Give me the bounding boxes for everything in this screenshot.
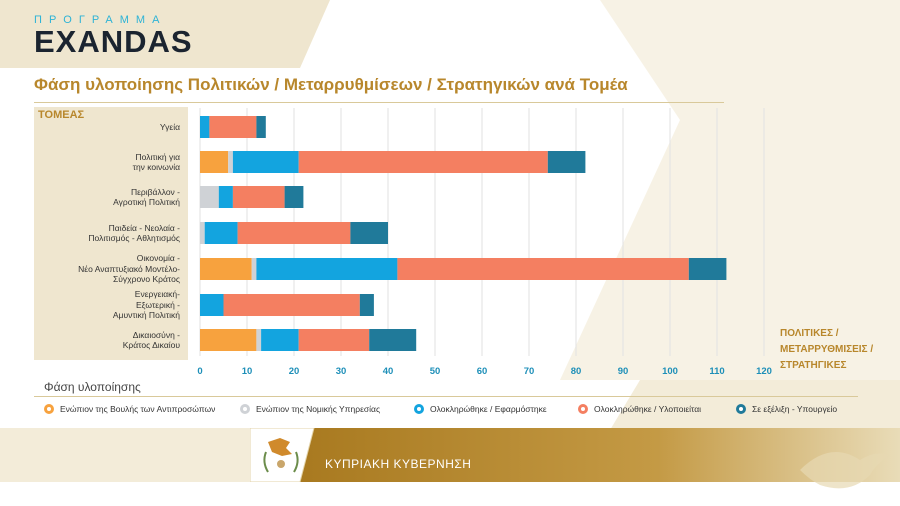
legend-item: Σε εξέλιξη - Υπουργείο (736, 404, 837, 414)
category-label-line: Περιβάλλον - (131, 186, 180, 197)
legend-swatch-icon (44, 404, 54, 414)
bar-segment (200, 151, 229, 173)
logo-wordmark: EXANDAS (34, 24, 193, 59)
bar-segment (200, 258, 252, 280)
bar-segment (251, 258, 257, 280)
legend-item: Ενώπιον της Νομικής Υπηρεσίας (240, 404, 380, 414)
category-label: Υγεία (30, 122, 180, 133)
category-label: Πολιτική για την κοινωνία (30, 152, 180, 173)
legend-label: Ενώπιον της Νομικής Υπηρεσίας (256, 404, 381, 414)
x-tick-label: 0 (197, 366, 202, 377)
category-label-line: Δικαιοσύνη - (132, 329, 180, 340)
legend-item: Ολοκληρώθηκε / Εφαρμόστηκε (414, 404, 547, 414)
bar-segment (350, 222, 388, 244)
legend-swatch-icon (736, 404, 746, 414)
category-label-line: Πολιτισμός - Αθλητισμός (88, 233, 180, 243)
bar-segment (261, 329, 299, 351)
logo-tagline: ΠΡΟΓΡΑΜΜΑ (34, 14, 167, 26)
category-label-line: Αμυντική Πολιτική (112, 310, 180, 321)
x-tick-label: 100 (662, 366, 678, 377)
bar-segment (256, 116, 266, 138)
x-tick-label: 60 (477, 366, 488, 377)
x-tick-label: 40 (383, 366, 394, 377)
bar-segment (256, 329, 262, 351)
bar-segment (256, 258, 398, 280)
category-label-line: Εξωτερική - (135, 299, 180, 310)
bar-segment (397, 258, 689, 280)
bar-segment (200, 294, 224, 316)
cyprus-emblem-icon (263, 438, 299, 473)
bar-segment (237, 222, 351, 244)
bar-segment (200, 329, 257, 351)
x-tick-label: 90 (618, 366, 629, 377)
dove-watermark-icon (800, 452, 890, 489)
x-tick-label: 30 (336, 366, 347, 377)
unit-label-line: ΣΤΡΑΤΗΓΙΚΕΣ (780, 360, 847, 371)
category-label-line: Οικονομία - (136, 253, 180, 264)
bar-segment (298, 151, 548, 173)
bar-segment (547, 151, 586, 173)
category-label-line: Σύγχρονο Κράτος (113, 274, 180, 285)
bar-segment (228, 151, 233, 173)
category-label-line: Ενεργειακή- (134, 289, 180, 300)
category-label-line: Παιδεία - Νεολαία - (108, 222, 180, 233)
x-tick-label: 70 (524, 366, 535, 377)
x-tick-label: 120 (756, 366, 772, 377)
x-tick-label: 110 (709, 366, 724, 377)
bar-segment (204, 222, 238, 244)
category-label: Οικονομία - Νέο Αναπτυξιακό Μοντέλο- Σύγχρ… (30, 253, 180, 285)
title-divider (34, 102, 724, 103)
bar-chart: 0 10 20 30 40 50 60 70 80 90 100 110 120 (197, 108, 772, 377)
x-tick-label: 50 (430, 366, 441, 377)
sectors-heading: ΤΟΜΕΑΣ (38, 109, 85, 121)
legend-label: Σε εξέλιξη - Υπουργείο (752, 404, 838, 414)
legend-item: Ολοκληρώθηκε / Υλοποιείται (578, 404, 701, 414)
exandas-logo: ΠΡΟΓΡΑΜΜΑ EXANDAS (34, 14, 193, 60)
legend-label: Ενώπιον της Βουλής των Αντιπροσώπων (60, 404, 216, 414)
bar-segment (200, 222, 205, 244)
category-label: Περιβάλλον - Αγροτική Πολιτική (30, 187, 180, 208)
legend-swatch-icon (240, 404, 250, 414)
bar-segment (232, 151, 299, 173)
unit-label-line: ΠΟΛΙΤΙΚΕΣ / (780, 328, 839, 339)
legend-divider (34, 396, 858, 397)
x-tick-label: 80 (571, 366, 582, 377)
legend-label: Ολοκληρώθηκε / Υλοποιείται (594, 404, 702, 414)
bar-segment (688, 258, 727, 280)
value-axis-label: ΠΟΛΙΤΙΚΕΣ / ΜΕΤΑΡΡΥΘΜΙΣΕΙΣ / ΣΤΡΑΤΗΓΙΚΕΣ (780, 326, 890, 374)
bar-segment (218, 186, 233, 208)
government-label: ΚΥΠΡΙΑΚΗ ΚΥΒΕΡΝΗΣΗ (325, 457, 472, 471)
bar-segment (200, 186, 219, 208)
bar-segment (284, 186, 304, 208)
category-label-line: Νέο Αναπτυξιακό Μοντέλο- (78, 263, 180, 274)
category-label-line: Αγροτική Πολιτική (113, 197, 180, 207)
bar-segment (359, 294, 374, 316)
bar-segment (369, 329, 417, 351)
x-tick-label: 20 (289, 366, 300, 377)
bar-segment (209, 116, 257, 138)
category-label: Δικαιοσύνη - Κράτος Δικαίου (30, 330, 180, 351)
category-label-line: Κράτος Δικαίου (122, 340, 180, 350)
bar-segment (232, 186, 285, 208)
category-label-line: Υγεία (159, 121, 180, 132)
category-label: Παιδεία - Νεολαία - Πολιτισμός - Αθλητισμ… (30, 223, 180, 244)
category-label-line: την κοινωνία (132, 162, 180, 172)
category-label-line: Πολιτική για (135, 151, 180, 162)
category-panel (34, 107, 188, 360)
page-title: Φάση υλοποίησης Πολιτικών / Μεταρρυθμίσε… (34, 75, 628, 94)
legend-label: Ολοκληρώθηκε / Εφαρμόστηκε (430, 404, 547, 414)
unit-label-line: ΜΕΤΑΡΡΥΘΜΙΣΕΙΣ / (780, 344, 874, 355)
legend-title: Φάση υλοποίησης (44, 380, 141, 394)
bar-segment (200, 116, 210, 138)
legend-swatch-icon (414, 404, 424, 414)
legend-swatch-icon (578, 404, 588, 414)
x-tick-label: 10 (242, 366, 253, 377)
bar-segment (298, 329, 370, 351)
category-label: Ενεργειακή- Εξωτερική - Αμυντική Πολιτική (30, 289, 180, 321)
bar-segment (223, 294, 360, 316)
legend-item: Ενώπιον της Βουλής των Αντιπροσώπων (44, 404, 215, 414)
